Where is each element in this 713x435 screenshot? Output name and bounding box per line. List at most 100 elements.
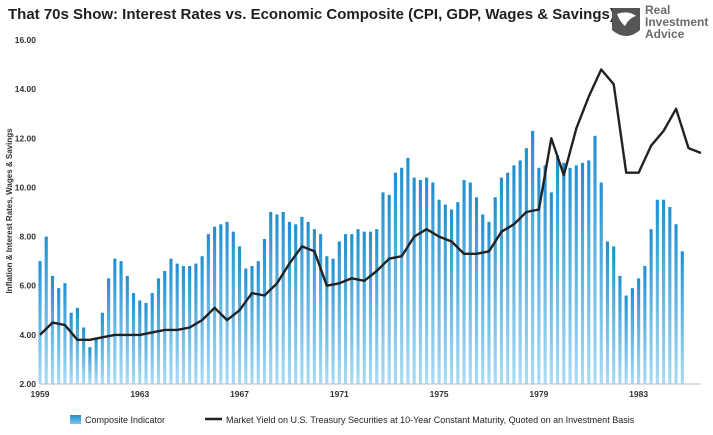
composite-bar — [406, 157, 410, 384]
composite-bar — [287, 221, 291, 384]
legend-swatch-composite — [70, 415, 81, 424]
composite-bar — [568, 167, 572, 384]
composite-bar — [144, 302, 148, 384]
composite-bar — [350, 234, 354, 384]
composite-bar — [138, 300, 142, 384]
composite-bar — [306, 221, 310, 384]
composite-bars — [38, 130, 684, 384]
x-tick-label: 1979 — [529, 389, 548, 399]
composite-bar — [580, 162, 585, 384]
composite-bar — [213, 226, 217, 384]
y-tick-label: 10.00 — [15, 182, 37, 192]
y-tick-label: 4.00 — [19, 330, 36, 340]
composite-bar — [244, 268, 248, 384]
composite-bar — [356, 229, 360, 384]
composite-bar — [163, 270, 167, 384]
composite-bar — [113, 258, 117, 384]
composite-bar — [456, 202, 460, 384]
y-axis-ticks: 16.00 14.00 12.00 10.00 8.00 6.00 4.00 2.00 — [15, 35, 37, 389]
composite-bar — [643, 266, 647, 384]
composite-bar — [319, 234, 323, 384]
composite-bar — [474, 197, 479, 384]
composite-bar — [537, 167, 541, 384]
composite-bar — [468, 182, 472, 384]
composite-bar — [325, 256, 329, 384]
composite-bar — [574, 165, 578, 384]
composite-bar — [38, 261, 42, 384]
composite-bar — [225, 221, 229, 384]
composite-bar — [599, 182, 603, 384]
eagle-shield-logo-icon — [612, 8, 640, 36]
x-tick-label: 1971 — [330, 389, 349, 399]
composite-bar — [275, 214, 279, 384]
composite-bar — [63, 283, 67, 384]
composite-bar — [618, 275, 622, 384]
composite-bar — [119, 261, 123, 384]
composite-bar — [524, 148, 528, 384]
composite-bar — [437, 199, 441, 384]
composite-bar — [549, 192, 553, 384]
composite-bar — [375, 229, 379, 384]
composite-bar — [487, 221, 491, 384]
composite-bar — [593, 135, 597, 384]
composite-bar — [331, 258, 335, 384]
composite-bar — [256, 261, 260, 384]
y-tick-label: 16.00 — [15, 35, 37, 45]
x-tick-label: 1983 — [629, 389, 648, 399]
composite-bar — [393, 172, 398, 384]
x-axis-ticks: 1959 1963 1967 1971 1975 1979 1983 — [31, 389, 649, 399]
composite-bar — [125, 275, 129, 384]
composite-bar — [50, 275, 55, 384]
composite-bar — [94, 337, 98, 384]
composite-bar — [169, 258, 173, 384]
composite-bar — [543, 165, 547, 384]
composite-bar — [450, 209, 454, 384]
composite-bar — [381, 192, 385, 384]
composite-bar — [294, 224, 298, 384]
composite-bar — [269, 212, 273, 384]
composite-bar — [262, 239, 267, 384]
composite-bar — [75, 307, 79, 384]
composite-bar — [512, 165, 516, 384]
composite-bar — [612, 246, 616, 384]
composite-bar — [674, 224, 678, 384]
composite-bar — [499, 177, 504, 384]
composite-bar — [630, 288, 634, 384]
y-axis-label: Inflation & Interest Rates, Wages & Savi… — [5, 128, 14, 294]
y-tick-label: 12.00 — [15, 133, 37, 143]
composite-bar — [425, 177, 429, 384]
composite-bar — [418, 180, 422, 384]
composite-bar — [206, 234, 210, 384]
composite-bar — [181, 266, 185, 384]
composite-bar — [431, 182, 435, 384]
chart-title: That 70s Show: Interest Rates vs. Econom… — [8, 6, 615, 23]
composite-bar — [337, 241, 341, 384]
composite-bar — [637, 278, 641, 384]
composite-bar — [44, 236, 48, 384]
x-tick-label: 1959 — [31, 389, 50, 399]
composite-bar — [462, 180, 466, 384]
composite-bar — [624, 295, 628, 384]
composite-bar — [649, 229, 653, 384]
composite-bar — [531, 130, 535, 384]
composite-bar — [587, 160, 591, 384]
composite-bar — [219, 224, 223, 384]
x-tick-label: 1975 — [430, 389, 449, 399]
y-tick-label: 2.00 — [19, 379, 36, 389]
y-tick-label: 6.00 — [19, 281, 36, 291]
y-tick-label: 14.00 — [15, 84, 37, 94]
composite-bar — [69, 312, 73, 384]
x-tick-label: 1967 — [230, 389, 249, 399]
composite-bar — [175, 263, 179, 384]
composite-bar — [343, 234, 348, 384]
composite-bar — [562, 162, 566, 384]
brand-line-2: Investment — [645, 15, 708, 29]
composite-bar — [680, 251, 684, 384]
composite-bar — [131, 293, 136, 384]
composite-bar — [493, 197, 497, 384]
composite-bar — [231, 231, 235, 384]
composite-bar — [250, 266, 254, 384]
brand-logo: Real Investment Advice — [612, 3, 708, 41]
composite-bar — [150, 293, 154, 384]
